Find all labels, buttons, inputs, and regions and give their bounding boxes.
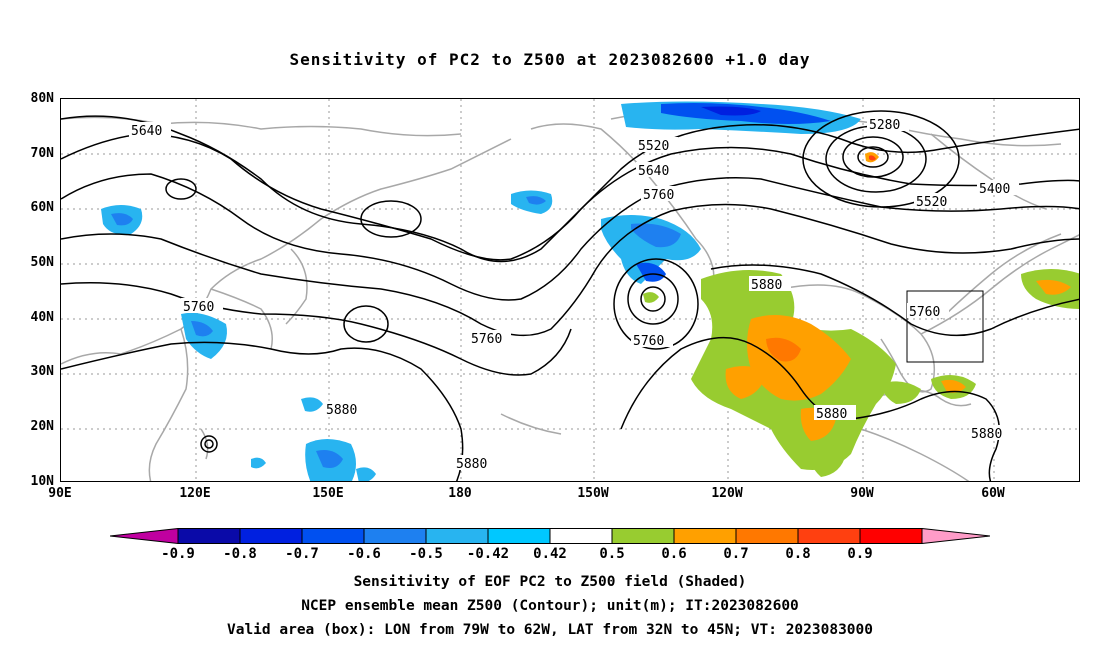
colorbar-end-high [921,528,990,544]
contour-label: 5880 [326,403,357,418]
lon-label-150e: 150E [312,486,344,501]
contour-label: 5640 [131,124,162,139]
contour-label: 5880 [456,457,487,472]
map-panel: 5640 5520 5640 5760 5280 5400 5520 5760 … [60,98,1080,482]
lon-label-150w: 150W [577,486,609,501]
contour-label-group: 5640 5520 5640 5760 5280 5400 5520 5760 … [129,116,1019,472]
footer-line-3: Valid area (box): LON from 79W to 62W, L… [226,622,873,638]
colorbar-tick-label: 0.42 [533,546,567,562]
contour-label: 5880 [971,427,1002,442]
colorbar-tick-label: -0.6 [347,546,381,562]
colorbar-box [611,528,675,544]
lat-label-10n: 10N [30,474,54,489]
contour-label: 5520 [638,139,669,154]
contour-label: 5760 [183,300,214,315]
lat-label-70n: 70N [30,146,54,161]
contour-label: 5880 [751,278,782,293]
colorbar-box [363,528,427,544]
footer-line-2: NCEP ensemble mean Z500 (Contour); unit(… [301,598,799,614]
colorbar-tick-label: -0.7 [285,546,319,562]
colorbar-box [549,528,613,544]
colorbar-box [797,528,861,544]
contour-label: 5400 [979,182,1010,197]
figure-title: Sensitivity of PC2 to Z500 at 2023082600… [289,50,811,69]
graticule [61,99,1079,481]
footer-line-1: Sensitivity of EOF PC2 to Z500 field (Sh… [353,574,747,590]
contour-label: 5640 [638,164,669,179]
lat-label-40n: 40N [30,310,54,325]
colorbar-tick-label: 0.8 [785,546,811,562]
contour-label: 5880 [816,407,847,422]
colorbar-tick-label: -0.9 [161,546,195,562]
lat-label-50n: 50N [30,255,54,270]
colorbar-box [735,528,799,544]
lat-label-60n: 60N [30,200,54,215]
contour-label: 5520 [916,195,947,210]
lat-label-30n: 30N [30,364,54,379]
contour-label: 5760 [471,332,502,347]
contour-label: 5280 [869,118,900,133]
lon-label-90e: 90E [48,486,72,501]
coastlines [61,109,1079,481]
lon-label-120w: 120W [711,486,743,501]
colorbar-tick-label: 0.7 [723,546,749,562]
lon-label-60w: 60W [981,486,1005,501]
map-svg: 5640 5520 5640 5760 5280 5400 5520 5760 … [61,99,1079,481]
colorbar-box [177,528,241,544]
colorbar-end-low [110,528,179,544]
lat-label-80n: 80N [30,91,54,106]
colorbar-box [859,528,923,544]
colorbar-box [239,528,303,544]
valid-area-box [906,290,984,363]
colorbar-box [673,528,737,544]
lon-label-180: 180 [448,486,472,501]
colorbar-tick-label: -0.5 [409,546,443,562]
contour-label: 5760 [633,334,664,349]
colorbar-tick-label: -0.42 [466,546,510,562]
colorbar-tick-label: -0.8 [223,546,257,562]
negative-shading [101,101,861,481]
colorbar-box [425,528,489,544]
lat-label-20n: 20N [30,419,54,434]
colorbar-box [301,528,365,544]
lon-label-90w: 90W [850,486,874,501]
z500-contours [61,110,1079,481]
colorbar-tick-label: 0.5 [599,546,625,562]
colorbar-box [487,528,551,544]
colorbar-tick-label: 0.6 [661,546,687,562]
colorbar-tick-label: 0.9 [847,546,873,562]
colorbar [110,528,990,544]
contour-label: 5760 [643,188,674,203]
positive-shading [643,152,1079,477]
lon-label-120e: 120E [179,486,211,501]
contour-label: 5760 [909,305,940,320]
